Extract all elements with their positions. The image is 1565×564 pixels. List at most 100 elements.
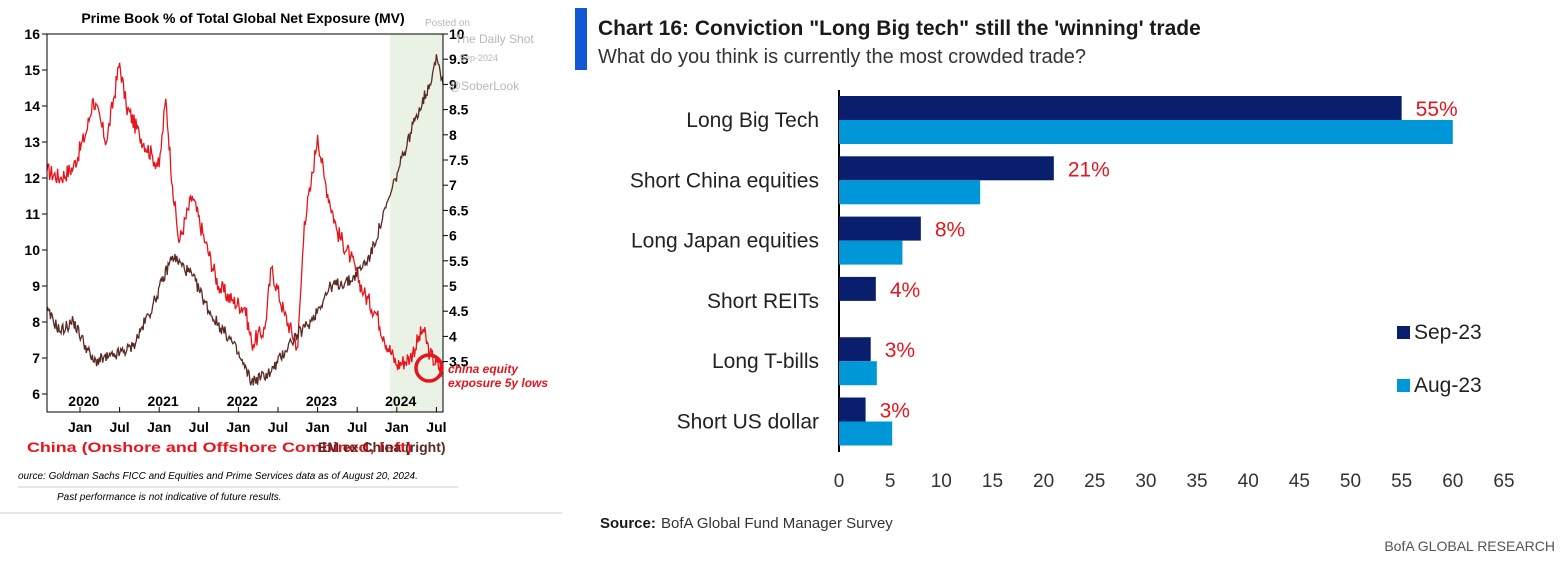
x-month-label: Jul	[189, 419, 209, 435]
bar-sep-23	[839, 276, 876, 301]
legend-swatch	[1397, 326, 1410, 339]
right-y-tick-label: 6.5	[449, 202, 469, 218]
left-y-tick-label: 10	[24, 242, 40, 258]
x-month-label: Jan	[147, 419, 171, 435]
x-month-label: Jan	[385, 419, 409, 435]
left-disclaimer: Past performance is not indicative of fu…	[57, 492, 282, 503]
right-y-tick-label: 9	[449, 76, 457, 92]
bar-sep-23	[839, 96, 1402, 120]
watermark-line-3: Sep-2024	[459, 53, 498, 63]
left-chart-title: Prime Book % of Total Global Net Exposur…	[81, 10, 404, 26]
x-month-label: Jan	[226, 419, 250, 435]
right-y-tick-label: 3.5	[449, 354, 469, 370]
legend-china: China (Onshore and Offshore Combined, le…	[27, 439, 412, 455]
legend-swatch	[1397, 379, 1410, 392]
x-month-label: Jan	[68, 419, 92, 435]
left-y-tick-label: 6	[32, 386, 40, 402]
x-tick-label: 20	[1033, 471, 1054, 492]
left-source: ource: Goldman Sachs FICC and Equities a…	[18, 471, 418, 482]
x-month-label: Jul	[109, 419, 129, 435]
x-month-label: Jul	[426, 419, 446, 435]
bar-sep-23	[839, 397, 866, 422]
category-label: Long Big Tech	[686, 109, 819, 132]
data-label: 3%	[885, 339, 915, 362]
right-y-tick-label: 5.5	[449, 253, 469, 269]
right-chart-panel: Chart 16: Conviction "Long Big tech" sti…	[575, 0, 1565, 559]
category-label: Short REITs	[707, 290, 819, 313]
legend-em: EM ex China (right)	[318, 439, 446, 455]
source-text: BofA Global Fund Manager Survey	[661, 515, 893, 532]
right-chart-subtitle: What do you think is currently the most …	[598, 46, 1086, 68]
right-y-tick-label: 5	[449, 278, 457, 294]
left-plot-frame	[46, 33, 444, 413]
year-label: 2024	[385, 393, 416, 409]
x-month-label: Jul	[347, 419, 367, 435]
right-y-tick-label: 7	[449, 177, 457, 193]
category-label: Short US dollar	[677, 411, 819, 434]
x-tick-label: 15	[982, 471, 1003, 492]
right-chart-title: Chart 16: Conviction "Long Big tech" sti…	[598, 17, 1201, 40]
year-label: 2022	[227, 393, 258, 409]
x-tick-label: 5	[885, 471, 896, 492]
x-tick-label: 50	[1340, 471, 1361, 492]
annotation-circle	[414, 353, 444, 383]
left-y-tick-label: 16	[24, 26, 40, 42]
year-label: 2021	[148, 393, 179, 409]
year-label: 2020	[68, 393, 99, 409]
data-label: 21%	[1068, 158, 1110, 181]
left-chart-svg: 6 7 8 9 10 11 12 13 14 15 16 3.5 4 4.5 5 5.5 6 6.5 7 7.5 8 8.…	[0, 10, 562, 514]
watermark-line-1: Posted on	[425, 18, 470, 29]
left-y-tick-label: 7	[32, 350, 40, 366]
right-y-tick-label: 6	[449, 228, 457, 244]
x-month-label: Jul	[268, 419, 288, 435]
bar-aug-23	[839, 361, 877, 386]
x-month-label: Jan	[306, 419, 330, 435]
right-y-tick-label: 8	[449, 127, 457, 143]
left-y-tick-label: 14	[24, 98, 40, 114]
left-chart-panel: 6 7 8 9 10 11 12 13 14 15 16 3.5 4 4.5 5 5.5 6 6.5 7 7.5 8 8.…	[0, 0, 575, 559]
x-tick-label: 65	[1493, 471, 1514, 492]
x-tick-label: 55	[1391, 471, 1412, 492]
category-label: Long T-bills	[712, 350, 819, 373]
right-y-tick-label: 7.5	[449, 152, 469, 168]
x-tick-label: 25	[1084, 471, 1105, 492]
left-y-tick-label: 8	[32, 314, 40, 330]
x-tick-label: 45	[1289, 471, 1310, 492]
right-chart-svg: Chart 16: Conviction "Long Big tech" sti…	[575, 8, 1555, 554]
source-label: Source:	[600, 515, 656, 532]
right-y-tick-label: 4.5	[449, 303, 469, 319]
x-tick-label: 35	[1186, 471, 1207, 492]
category-label: Short China equities	[630, 169, 819, 192]
annotation-line-1: china equity	[448, 362, 519, 376]
right-y-tick-label: 8.5	[449, 102, 469, 118]
left-y-tick-label: 11	[25, 206, 40, 222]
annotation-line-2: exposure 5y lows	[448, 376, 548, 390]
bar-aug-23	[839, 421, 893, 446]
x-tick-label: 40	[1238, 471, 1259, 492]
bar-aug-23	[839, 240, 903, 265]
right-y-tick-label: 10	[449, 26, 465, 42]
year-label: 2023	[306, 393, 337, 409]
bar-aug-23	[839, 120, 1453, 144]
x-tick-label: 60	[1442, 471, 1463, 492]
legend-label: Aug-23	[1414, 374, 1482, 397]
watermark-line-2: The Daily Shot	[455, 32, 534, 46]
watermark-line-4: @SoberLook	[449, 79, 520, 93]
title-accent-bar	[575, 8, 587, 70]
data-label: 55%	[1416, 98, 1458, 121]
left-y-tick-label: 12	[24, 170, 40, 186]
brand-label: BofA GLOBAL RESEARCH	[1384, 538, 1555, 554]
category-label: Long Japan equities	[631, 230, 819, 253]
bar-sep-23	[839, 156, 1054, 181]
left-y-tick-label: 15	[24, 62, 40, 78]
x-tick-label: 10	[931, 471, 952, 492]
x-tick-label: 0	[834, 471, 845, 492]
data-label: 3%	[880, 400, 910, 423]
em-ex-china-line	[46, 54, 444, 386]
legend-label: Sep-23	[1414, 321, 1482, 344]
bar-aug-23	[839, 180, 981, 205]
left-y-tick-label: 9	[32, 278, 40, 294]
left-y-tick-label: 13	[24, 134, 40, 150]
right-y-tick-label: 4	[449, 328, 457, 344]
right-y-tick-label: 9.5	[449, 51, 469, 67]
